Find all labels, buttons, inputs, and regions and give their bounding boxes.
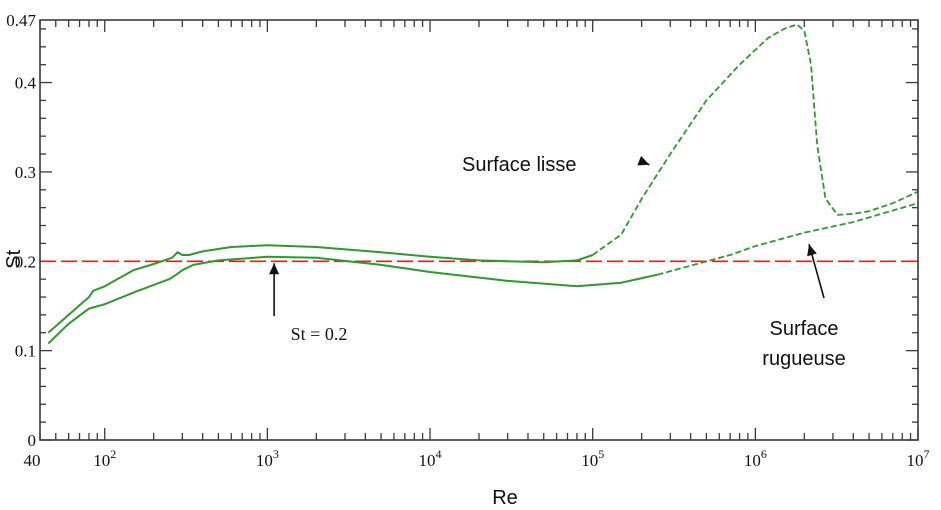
x-tick-label: 107 [907, 447, 930, 470]
y-tick-label: 0.1 [15, 342, 36, 361]
annotation-surface-lisse-arrow [637, 156, 650, 166]
y-tick-label: 0.2 [15, 252, 36, 271]
y-tick-label: 0 [28, 431, 37, 450]
x-tick-label: 104 [419, 447, 442, 470]
x-tick-label: 102 [93, 447, 116, 470]
series-rough-lower-dashed [657, 202, 919, 276]
plot-frame [39, 19, 919, 441]
y-axis-label: St [3, 249, 25, 268]
y-tick-label: 0.47 [6, 11, 36, 30]
series-group [47, 23, 919, 345]
x-axis-label: Re [492, 487, 518, 509]
x-tick-label: 40 [24, 451, 41, 470]
x-tick-label: 106 [744, 447, 767, 470]
x-tick-labels: 40 102 103 104 105 106 107 [24, 447, 930, 470]
series-smooth-upper-solid [47, 244, 594, 334]
series-smooth-upper-dashed [592, 23, 919, 256]
series-rough-lower-solid [47, 255, 658, 345]
axis-ticks [39, 20, 919, 441]
annotation-surface-lisse-label: Surface lisse [462, 154, 577, 176]
x-tick-label: 103 [256, 447, 279, 470]
y-tick-label: 0.3 [15, 163, 36, 182]
annotation-st-label: St = 0.2 [291, 324, 348, 344]
annotation-st-arrow [269, 263, 280, 316]
annotation-surface-rugueuse-label: Surface rugueuse [762, 318, 845, 370]
y-tick-label: 0.4 [15, 74, 37, 93]
annotation-surface-rugueuse-arrow [807, 244, 825, 299]
x-tick-label: 105 [581, 447, 604, 470]
annotations: Surface lisse St = 0.2 Surface rugueuse [269, 154, 846, 370]
y-tick-labels: 0 0.1 0.2 0.3 0.4 0.47 [6, 11, 36, 450]
